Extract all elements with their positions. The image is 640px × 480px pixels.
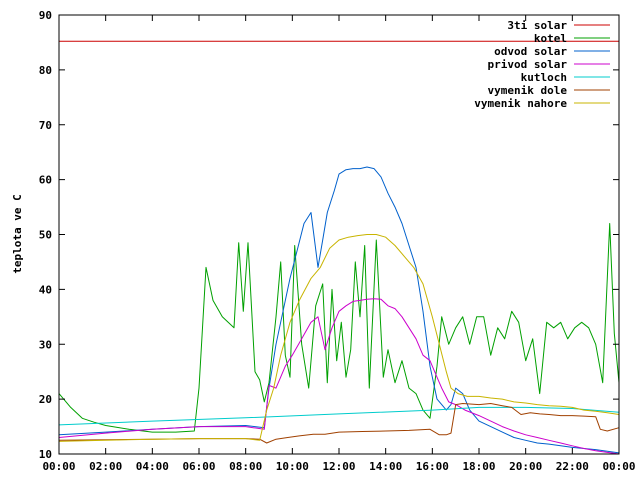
x-tick-label: 20:00 (509, 460, 542, 473)
x-tick-label: 00:00 (602, 460, 635, 473)
legend-label: kotel (534, 32, 567, 45)
series-line-vymenik-dole (58, 403, 620, 444)
series-lines (58, 40, 620, 455)
y-tick-labels: 10 20 30 40 50 60 70 80 90 (39, 9, 52, 461)
x-tick-labels: 00:00 02:00 04:00 06:00 08:00 10:00 12:00 14:00… (42, 460, 635, 473)
y-tick-label: 60 (39, 174, 52, 187)
series-line-vymenik-nahore (58, 234, 620, 442)
legend-label: odvod solar (494, 45, 567, 58)
x-tick-label: 22:00 (556, 460, 589, 473)
y-tick-label: 50 (39, 229, 52, 242)
series-line-odvod-solar (58, 166, 620, 454)
legend-label: 3ti solar (507, 19, 567, 32)
x-tick-label: 18:00 (462, 460, 495, 473)
x-tick-label: 10:00 (276, 460, 309, 473)
x-tick-label: 12:00 (322, 460, 355, 473)
y-tick-label: 40 (39, 283, 52, 296)
series-line-kutloch (58, 406, 620, 426)
legend-label: vymenik dole (488, 84, 568, 97)
series-line-privod-solar (58, 298, 620, 455)
x-tick-label: 00:00 (42, 460, 75, 473)
x-tick-label: 08:00 (229, 460, 262, 473)
axis-ticks (58, 14, 620, 455)
series-line-kotel (58, 223, 620, 433)
legend-label: vymenik nahore (474, 97, 567, 110)
x-tick-label: 14:00 (369, 460, 402, 473)
y-tick-label: 90 (39, 9, 52, 22)
legend-label: privod solar (488, 58, 568, 71)
y-tick-label: 70 (39, 119, 52, 132)
x-tick-label: 16:00 (416, 460, 449, 473)
x-tick-label: 02:00 (89, 460, 122, 473)
y-tick-label: 80 (39, 64, 52, 77)
y-tick-label: 30 (39, 338, 52, 351)
y-axis-label: teplota ve C (11, 194, 24, 273)
legend-label: kutloch (521, 71, 567, 84)
x-tick-label: 04:00 (136, 460, 169, 473)
y-tick-label: 10 (39, 448, 52, 461)
y-tick-label: 20 (39, 393, 52, 406)
x-tick-label: 06:00 (182, 460, 215, 473)
